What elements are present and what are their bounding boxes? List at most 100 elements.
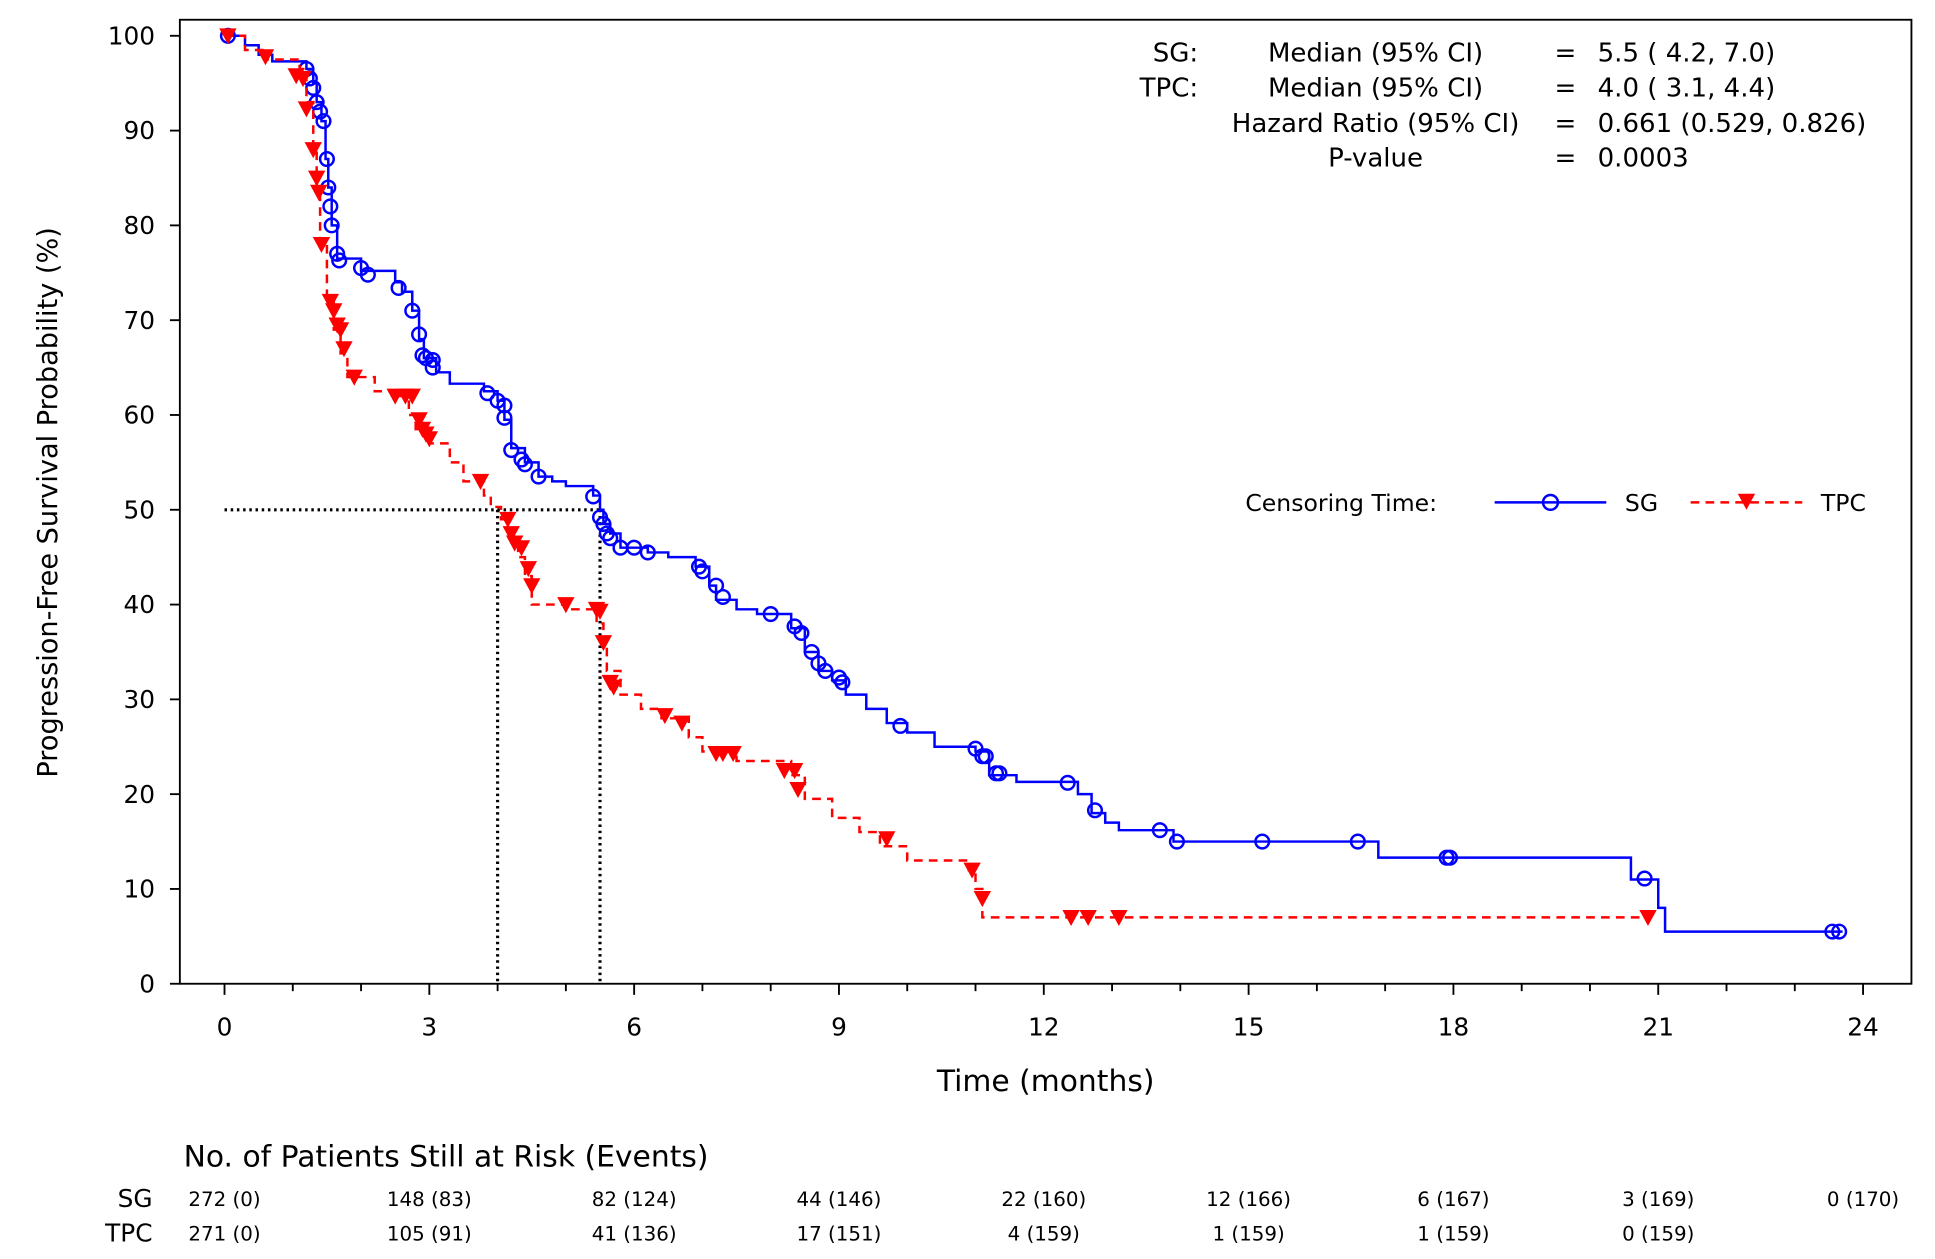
censor-circle-icon [1151, 822, 1168, 839]
y-tick-label: 90 [123, 116, 155, 145]
censor-circle-icon [1831, 923, 1848, 940]
censor-circle-icon [359, 266, 376, 283]
y-tick-label: 50 [123, 495, 155, 524]
censor-circle-icon [411, 326, 428, 343]
km-curve-tpc [224, 34, 1652, 919]
risk-table-title: No. of Patients Still at Risk (Events) [184, 1139, 709, 1174]
censor-triangle-icon [512, 540, 531, 557]
censor-circle-icon [762, 606, 779, 623]
y-tick-label: 30 [123, 685, 155, 714]
censor-circle-icon [424, 359, 441, 376]
stat-label: Median (95% CI) [1268, 73, 1483, 103]
risk-table: No. of Patients Still at Risk (Events) S… [104, 1139, 1899, 1247]
x-tick-label: 24 [1847, 1013, 1879, 1042]
censor-triangle-icon [499, 511, 517, 528]
censor-circle-icon [1059, 774, 1076, 791]
censor-triangle-icon [591, 603, 609, 620]
risk-value-tpc: 0 (159) [1622, 1223, 1694, 1246]
censor-triangle-icon [294, 71, 312, 88]
censor-circle-icon [322, 198, 339, 215]
stats-block: SG: Median (95% CI) = 5.5 ( 4.2, 7.0) TP… [1139, 39, 1867, 174]
censor-circle-icon [530, 468, 547, 485]
censor-circle-icon [1168, 833, 1185, 850]
censor-circle-icon [602, 530, 619, 547]
series-sg [219, 27, 1848, 940]
risk-value-sg: 0 (170) [1827, 1188, 1899, 1211]
censor-circle-icon [595, 515, 612, 533]
censor-circle-icon [390, 279, 407, 296]
censor-circle-icon [1441, 849, 1459, 866]
censor-circle-icon [496, 409, 513, 426]
censor-circle-icon [1254, 833, 1271, 850]
y-tick-label: 60 [123, 401, 155, 430]
risk-value-tpc: 271 (0) [188, 1223, 260, 1246]
legend: Censoring Time: SG TPC [1245, 489, 1866, 517]
censor-circle-icon [479, 385, 496, 402]
stat-value: 4.0 ( 3.1, 4.4) [1598, 73, 1776, 103]
risk-value-sg: 148 (83) [387, 1188, 472, 1211]
censor-circle-icon [404, 302, 421, 319]
censor-triangle-icon [335, 341, 353, 358]
censor-triangle-icon [523, 578, 541, 595]
risk-value-sg: 22 (160) [1001, 1188, 1086, 1211]
stat-label: P-value [1328, 144, 1423, 174]
x-tick-label: 0 [217, 1013, 233, 1042]
censor-triangle-icon [321, 293, 340, 310]
risk-value-tpc: 41 (136) [592, 1223, 677, 1246]
legend-tpc-triangle-icon [1737, 493, 1756, 510]
censor-triangle-icon [420, 431, 439, 448]
censor-circle-icon [626, 539, 643, 556]
censor-triangle-icon [345, 369, 363, 386]
censor-triangle-icon [656, 708, 674, 725]
risk-row-label-tpc: TPC [104, 1219, 152, 1248]
survival-curves [219, 27, 1848, 940]
km-curve-sg [224, 34, 1843, 933]
censor-circle-icon [1349, 833, 1366, 850]
risk-value-sg: 82 (124) [592, 1188, 677, 1211]
stat-eq: = [1554, 73, 1576, 103]
censor-circle-icon [1824, 923, 1841, 940]
stat-value: 5.5 ( 4.2, 7.0) [1598, 39, 1776, 69]
stat-label: Hazard Ratio (95% CI) [1232, 109, 1520, 139]
y-tick-label: 20 [123, 780, 155, 809]
censor-circle-icon [714, 588, 731, 606]
censor-circle-icon [329, 245, 346, 262]
censor-triangle-icon [963, 862, 981, 879]
censor-circle-icon [331, 252, 348, 269]
censor-circle-icon [323, 217, 340, 234]
censor-circle-icon [977, 748, 994, 765]
censor-circle-icon [496, 397, 513, 414]
y-tick-label: 80 [123, 211, 155, 240]
stat-eq: = [1554, 144, 1576, 174]
stat-label: Median (95% CI) [1268, 39, 1483, 69]
risk-value-tpc: 1 (159) [1212, 1223, 1284, 1246]
censor-triangle-icon [557, 597, 575, 614]
censor-circle-icon [892, 717, 909, 734]
x-tick-label: 3 [421, 1013, 437, 1042]
censor-triangle-icon [1639, 909, 1657, 927]
censor-triangle-icon [673, 715, 691, 732]
y-axis-label: Progression-Free Survival Probability (%… [33, 227, 64, 778]
x-tick-label: 18 [1438, 1013, 1470, 1042]
x-tick-label: 21 [1642, 1013, 1674, 1042]
y-tick-label: 0 [139, 969, 155, 998]
censor-circle-icon [817, 662, 834, 679]
risk-value-sg: 44 (146) [797, 1188, 882, 1211]
x-tick-label: 12 [1028, 1013, 1060, 1042]
censor-circle-icon [639, 544, 656, 561]
series-tpc [219, 28, 1657, 927]
censor-triangle-icon [312, 236, 331, 253]
censor-triangle-icon [219, 28, 237, 45]
censor-triangle-icon [331, 322, 350, 339]
risk-value-sg: 6 (167) [1417, 1188, 1489, 1211]
risk-value-sg: 3 (169) [1622, 1188, 1694, 1211]
stat-eq: = [1554, 39, 1576, 69]
censor-triangle-icon [297, 101, 316, 118]
censor-triangle-icon [878, 831, 896, 848]
censor-triangle-icon [604, 679, 623, 696]
x-tick-label: 9 [831, 1013, 847, 1042]
x-tick-label: 6 [626, 1013, 642, 1042]
y-tick-label: 70 [123, 306, 155, 335]
censor-circle-icon [424, 351, 441, 369]
